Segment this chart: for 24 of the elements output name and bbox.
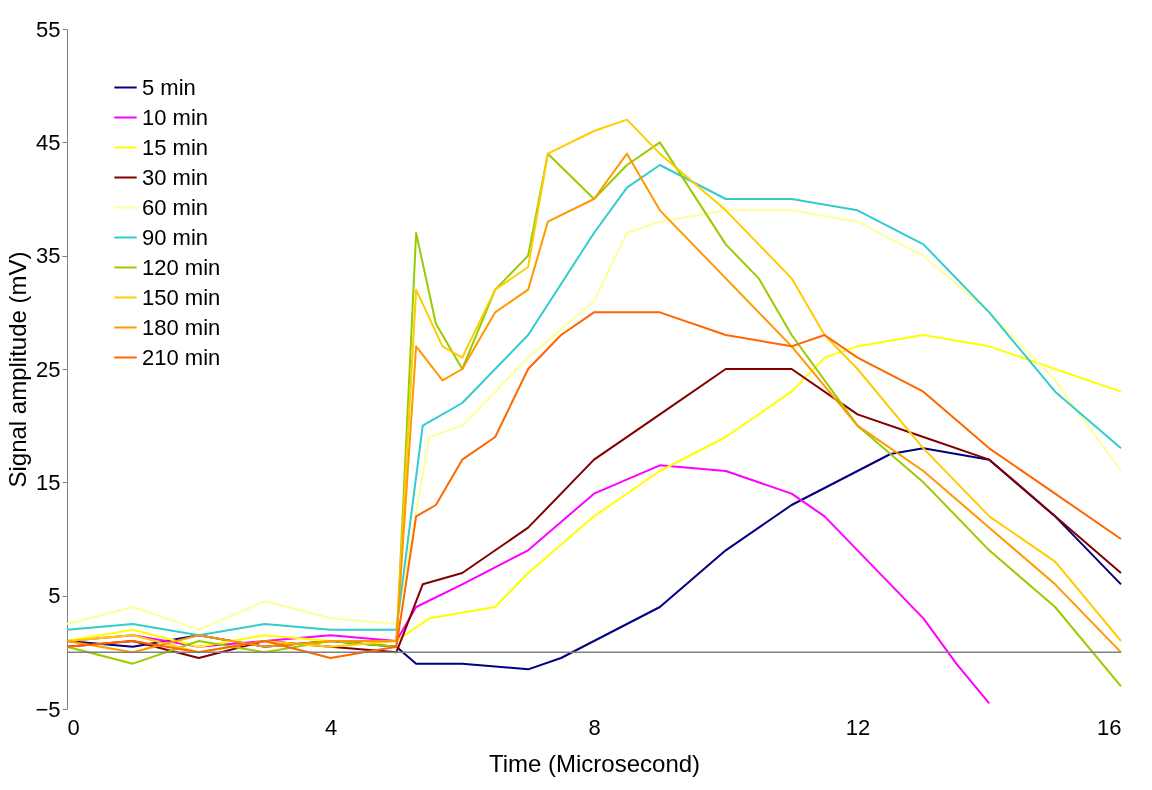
legend-label: 180 min bbox=[142, 314, 221, 340]
y-tick-label: 25 bbox=[36, 356, 61, 382]
legend-label: 120 min bbox=[142, 254, 221, 280]
legend-label: 210 min bbox=[142, 344, 221, 370]
legend-label: 150 min bbox=[142, 284, 221, 310]
x-tick-label: 16 bbox=[1097, 714, 1122, 740]
y-axis-title: Signal amplitude (mV) bbox=[4, 251, 32, 488]
x-axis-title: Time (Microsecond) bbox=[488, 749, 701, 777]
legend-label: 90 min bbox=[142, 224, 209, 250]
x-tick-label: 8 bbox=[588, 714, 601, 740]
y-tick-label: 5 bbox=[48, 583, 61, 609]
y-tick-label: 35 bbox=[36, 243, 61, 269]
y-tick-label: 45 bbox=[36, 129, 61, 155]
y-tick-label: 55 bbox=[36, 16, 61, 42]
y-tick-label: −5 bbox=[35, 696, 61, 722]
x-tick-label: 12 bbox=[845, 714, 871, 740]
legend-label: 60 min bbox=[142, 194, 209, 220]
legend-label: 15 min bbox=[142, 134, 209, 160]
y-tick-label: 15 bbox=[36, 469, 61, 495]
x-tick-label: 0 bbox=[67, 714, 80, 740]
legend-label: 10 min bbox=[142, 104, 209, 130]
legend-label: 30 min bbox=[142, 164, 209, 190]
legend-label: 5 min bbox=[142, 74, 196, 100]
x-tick-label: 4 bbox=[324, 714, 338, 740]
